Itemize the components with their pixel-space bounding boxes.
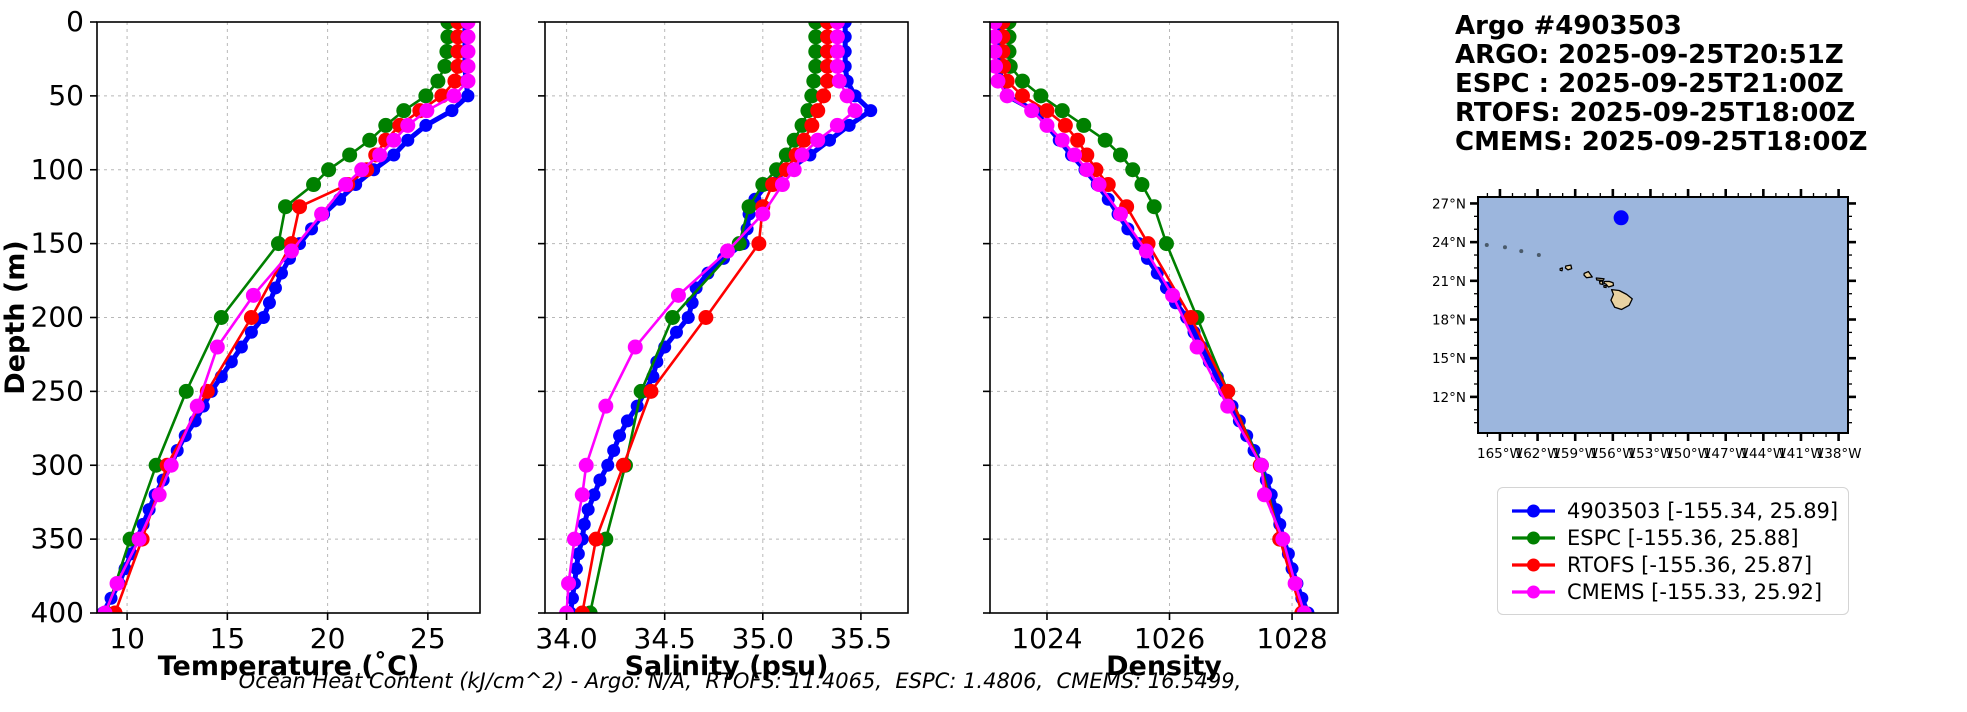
svg-text:144°W: 144°W	[1740, 446, 1786, 462]
legend-marker-argo-icon	[1512, 504, 1555, 517]
svg-text:1024: 1024	[1011, 622, 1082, 655]
svg-text:147°W: 147°W	[1703, 446, 1749, 462]
svg-text:21°N: 21°N	[1432, 274, 1466, 290]
svg-text:35.0: 35.0	[732, 622, 794, 655]
svg-text:300: 300	[31, 448, 84, 481]
temperature-profile-plot: 10 15 20 25050100150200250300350400Temperat…	[0, 5, 481, 680]
legend-marker-espc-icon	[1512, 531, 1555, 544]
legend-box: 4903503 [-155.34, 25.89] ESPC [-155.36, …	[1497, 487, 1849, 615]
legend-row-cmems: CMEMS [-155.33, 25.92]	[1510, 578, 1838, 605]
svg-text:10: 10	[109, 622, 145, 655]
svg-text:35.5: 35.5	[830, 622, 892, 655]
svg-text:141°W: 141°W	[1778, 446, 1824, 462]
svg-text:165°W: 165°W	[1477, 446, 1523, 462]
svg-text:350: 350	[31, 522, 84, 555]
location-map: 27°N24°N21°N18°N15°N12°N165°W162°W159°W1…	[1432, 189, 1862, 462]
svg-text:200: 200	[31, 301, 84, 334]
legend-marker-cmems-icon	[1512, 585, 1555, 598]
svg-text:25: 25	[410, 622, 446, 655]
float-info-header: Argo #4903503 ARGO: 2025-09-25T20:51Z ES…	[1455, 12, 1867, 157]
svg-text:15: 15	[210, 622, 246, 655]
legend-label-rtofs: RTOFS [-155.36, 25.87]	[1567, 552, 1813, 577]
svg-text:Density: Density	[1106, 651, 1222, 680]
legend-row-rtofs: RTOFS [-155.36, 25.87]	[1510, 551, 1838, 578]
svg-text:162°W: 162°W	[1515, 446, 1561, 462]
header-line-espc: ESPC : 2025-09-25T21:00Z	[1455, 69, 1844, 99]
svg-text:Depth (m): Depth (m)	[0, 240, 31, 394]
svg-text:100: 100	[31, 153, 84, 186]
float-title: Argo #4903503	[1455, 11, 1682, 41]
svg-text:27°N: 27°N	[1432, 196, 1466, 212]
svg-text:138°W: 138°W	[1816, 446, 1862, 462]
svg-text:34.5: 34.5	[634, 622, 696, 655]
legend-label-cmems: CMEMS [-155.33, 25.92]	[1567, 579, 1823, 604]
svg-text:0: 0	[66, 5, 84, 38]
svg-text:400: 400	[31, 596, 84, 629]
legend-label-argo: 4903503 [-155.34, 25.89]	[1567, 498, 1839, 523]
header-line-argo: ARGO: 2025-09-25T20:51Z	[1455, 40, 1844, 70]
header-line-rtofs: RTOFS: 2025-09-25T18:00Z	[1455, 98, 1856, 128]
svg-text:Temperature (˚C): Temperature (˚C)	[158, 651, 420, 680]
legend-marker-rtofs-icon	[1512, 558, 1555, 571]
legend-row-espc: ESPC [-155.36, 25.88]	[1510, 524, 1838, 551]
svg-text:150°W: 150°W	[1665, 446, 1711, 462]
legend-row-argo: 4903503 [-155.34, 25.89]	[1510, 497, 1838, 524]
svg-text:153°W: 153°W	[1628, 446, 1674, 462]
svg-text:20: 20	[310, 622, 346, 655]
svg-text:Salinity (psu): Salinity (psu)	[625, 651, 829, 680]
svg-text:50: 50	[48, 79, 84, 112]
svg-text:1028: 1028	[1256, 622, 1327, 655]
svg-text:34.0: 34.0	[535, 622, 597, 655]
svg-text:150: 150	[31, 227, 84, 260]
svg-text:156°W: 156°W	[1590, 446, 1636, 462]
svg-text:12°N: 12°N	[1432, 390, 1466, 406]
svg-text:250: 250	[31, 374, 84, 407]
svg-text:24°N: 24°N	[1432, 235, 1466, 251]
legend-label-espc: ESPC [-155.36, 25.88]	[1567, 525, 1799, 550]
ohc-caption: Ocean Heat Content (kJ/cm^2) - Argo: N/A…	[238, 669, 1242, 693]
header-line-cmems: CMEMS: 2025-09-25T18:00Z	[1455, 127, 1868, 157]
svg-text:159°W: 159°W	[1552, 446, 1598, 462]
svg-text:15°N: 15°N	[1432, 351, 1466, 367]
density-profile-plot: 1024 1026 1028 Density	[983, 21, 1339, 680]
svg-text:18°N: 18°N	[1432, 313, 1466, 329]
svg-text:1026: 1026	[1134, 622, 1205, 655]
